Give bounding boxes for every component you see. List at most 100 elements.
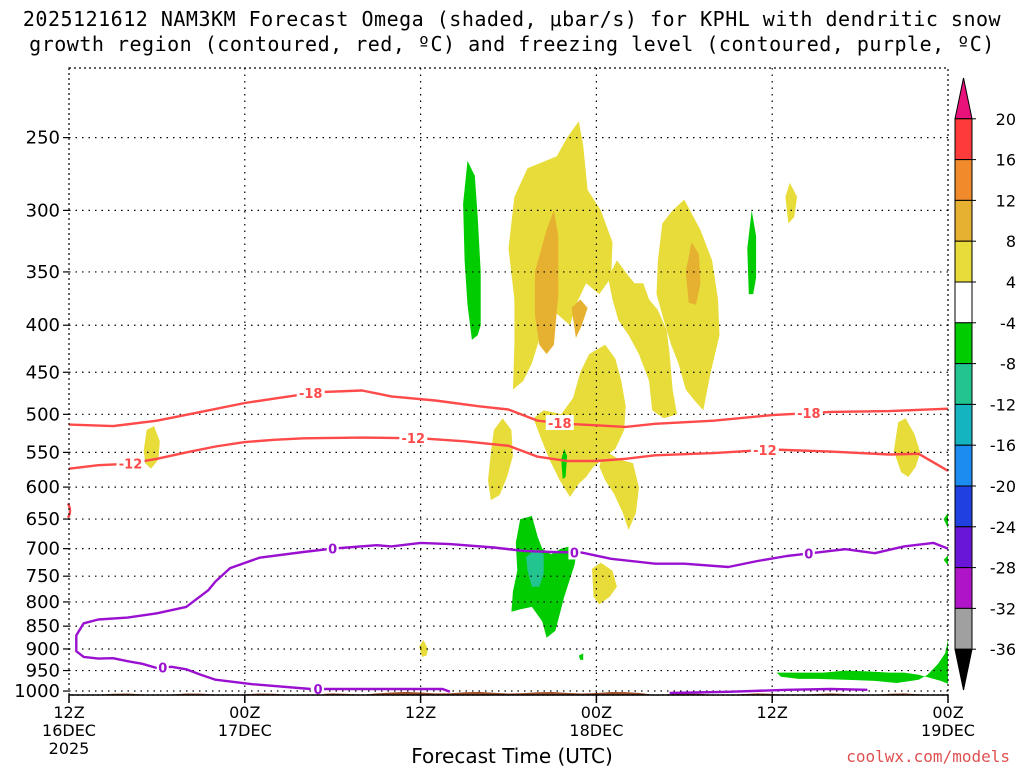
y-tick-label-250: 250	[26, 128, 60, 149]
colorbar-box-9	[954, 485, 973, 528]
colorbar-label-11: -28	[990, 559, 1016, 578]
x-tick-label-60-1: 00Z	[932, 703, 963, 722]
colorbar-box-0	[954, 118, 973, 161]
omega-neg-8	[943, 555, 948, 566]
colorbar-label-3: 8	[1006, 232, 1016, 251]
colorbar-box-7	[954, 403, 973, 446]
dgz-minus18-label-1: -18	[548, 417, 572, 432]
dgz-minus12-label-bg-1	[399, 430, 428, 446]
x-tick-label-48-1: 12Z	[757, 703, 788, 722]
colorbar-label-12: -32	[990, 599, 1016, 618]
y-tick-label-950: 950	[26, 661, 60, 682]
colorbar-label-6: -8	[1000, 355, 1016, 374]
colorbar-box-11	[954, 567, 973, 609]
y-tick-label-350: 350	[26, 262, 60, 283]
omega-neg-9	[526, 549, 544, 587]
omega-neg-2	[747, 210, 757, 295]
y-tick-label-500: 500	[26, 404, 60, 425]
omega-neg-3	[511, 516, 578, 638]
omega-neg-1	[463, 160, 481, 340]
freezing-level-surface-label-bg-0	[312, 681, 325, 697]
y-tick-label-850: 850	[26, 616, 60, 637]
x-tick-label-36-2: 18DEC	[569, 721, 623, 740]
colorbar-label-8: -16	[990, 436, 1016, 455]
chart-title-line-2: growth region (contoured, red, ºC) and f…	[29, 32, 995, 56]
y-tick-label-700: 700	[26, 539, 60, 560]
omega-pos-5	[488, 418, 513, 501]
colorbar-box-1	[954, 159, 973, 201]
x-tick-label-12-2: 17DEC	[218, 721, 272, 740]
dgz-minus12-label-0: -12	[119, 457, 143, 472]
y-tick-label-300: 300	[26, 200, 60, 221]
colorbar-box-2	[954, 199, 973, 242]
y-tick-label-550: 550	[26, 442, 60, 463]
y-tick-label-750: 750	[26, 566, 60, 587]
omega-pos-11	[785, 182, 798, 224]
omega-pos-14	[685, 242, 701, 305]
dgz-minus12	[68, 436, 949, 472]
plot-frame	[68, 67, 949, 696]
y-tick-label-900: 900	[26, 639, 60, 660]
dgz-left-edge-fragment	[66, 502, 72, 519]
colorbar-box-10	[954, 526, 973, 569]
site-credit: coolwx.com/models	[846, 747, 1010, 766]
dgz-minus18-label-0: -18	[299, 387, 323, 402]
colorbar-bottom-arrow	[954, 648, 973, 691]
axes-layer: 2503003504004505005506006507007508008509…	[14, 67, 975, 758]
freezing-level-surface-label-0: 0	[314, 683, 323, 698]
freezing-level-label-bg-1	[326, 540, 339, 556]
dgz-minus18-label-2: -18	[797, 407, 821, 422]
dgz-minus18-label-bg-1	[545, 415, 574, 431]
y-tick-label-650: 650	[26, 509, 60, 530]
contour-layer: -18 -18 -18 -12 -12 -12 0 0 0 0 0	[66, 385, 949, 698]
x-tick-label-24-1: 12Z	[405, 703, 436, 722]
omega-neg-4	[561, 448, 568, 479]
colorbar-label-5: -4	[1000, 314, 1016, 333]
freezing-level-label-3: 0	[804, 547, 813, 562]
x-tick-label-0-3: 2025	[49, 739, 90, 758]
colorbar-label-10: -24	[990, 518, 1016, 537]
x-tick-label-12-1: 00Z	[229, 703, 260, 722]
y-tick-label-1000: 1000	[14, 681, 60, 702]
colorbar-top-arrow	[954, 77, 973, 120]
freezing-level-label-2: 0	[570, 546, 579, 561]
colorbar-label-0: 20	[996, 110, 1016, 129]
omega-neg-6	[578, 653, 584, 660]
dgz-minus12-label-bg-0	[116, 455, 145, 471]
omega-neg-7	[943, 512, 948, 529]
colorbar-label-2: 12	[996, 191, 1016, 210]
colorbar-box-4	[954, 281, 973, 324]
omega-pos-10	[419, 640, 428, 657]
omega-shading-layer	[143, 121, 948, 684]
dgz-minus18	[68, 389, 949, 429]
omega-pos-7	[143, 426, 160, 469]
colorbar: 20 16 12 8 4 -4 -8 -12 -16 -20 -24 -28 -32 -36	[954, 77, 1016, 691]
freezing-level-label-bg-0	[156, 659, 169, 675]
y-tick-label-800: 800	[26, 592, 60, 613]
dgz-minus12-label-1: -12	[402, 432, 426, 447]
colorbar-box-3	[954, 240, 973, 283]
dgz-minus12-label-bg-2	[750, 441, 779, 457]
freezing-level-label-bg-2	[568, 544, 581, 560]
omega-pos-12	[534, 210, 559, 355]
freezing-level-label-bg-3	[802, 545, 815, 561]
grid-layer	[69, 68, 948, 695]
freezing-level-surface	[318, 687, 451, 693]
freezing-level-label-1: 0	[328, 543, 337, 558]
x-tick-label-0-2: 16DEC	[42, 721, 96, 740]
freezing-level-surface-2	[669, 687, 868, 695]
chart-title-line-1: 2025121612 NAM3KM Forecast Omega (shaded…	[22, 7, 1002, 31]
omega-pos-3	[656, 199, 720, 411]
dgz-minus18-label-bg-2	[794, 405, 823, 421]
colorbar-box-8	[954, 444, 973, 487]
omega-pos-8	[893, 418, 921, 477]
colorbar-box-6	[954, 363, 973, 405]
y-tick-label-400: 400	[26, 315, 60, 336]
colorbar-label-9: -20	[990, 477, 1016, 496]
colorbar-label-1: 16	[996, 151, 1016, 170]
x-tick-label-60-2: 19DEC	[921, 721, 975, 740]
colorbar-box-12	[954, 607, 973, 650]
omega-neg-5	[776, 640, 948, 684]
x-axis-label: Forecast Time (UTC)	[411, 744, 613, 768]
